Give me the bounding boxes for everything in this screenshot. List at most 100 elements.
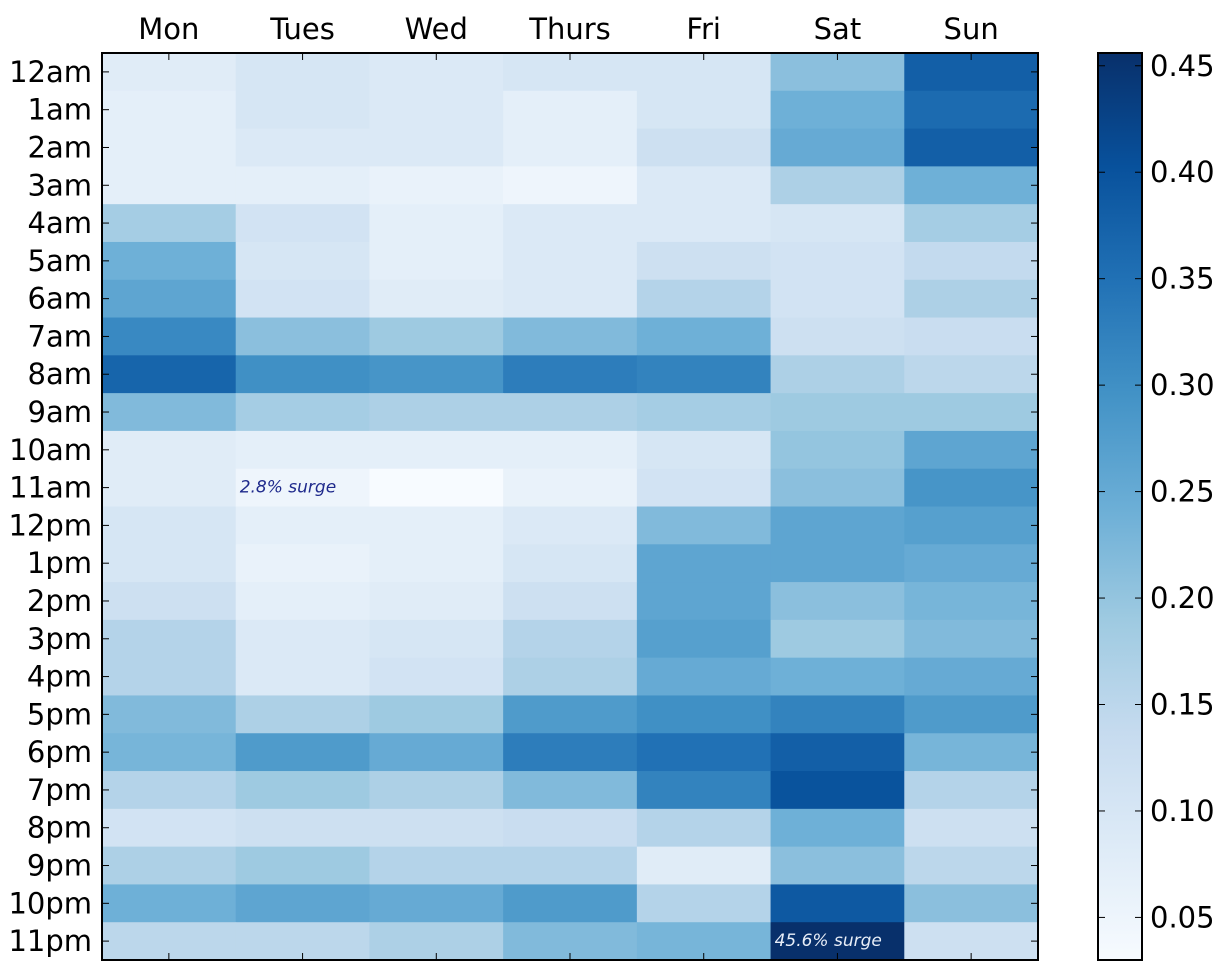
heatmap-cell (503, 733, 638, 772)
heatmap-cell (904, 582, 1039, 621)
heatmap-cell (235, 846, 370, 885)
heatmap-cell (503, 90, 638, 130)
heatmap-cell (369, 468, 504, 507)
row-label: 5am (28, 244, 92, 278)
heatmap-cell (636, 771, 772, 810)
heatmap-cell (369, 657, 504, 696)
heatmap-cell (102, 393, 237, 432)
row-label: 11am (9, 471, 92, 505)
heatmap-cell (770, 166, 905, 205)
heatmap-cell (235, 430, 370, 470)
heatmap-cell (369, 544, 504, 583)
heatmap-cell (369, 619, 504, 659)
heatmap-cell (904, 657, 1039, 696)
row-label: 2am (28, 130, 92, 164)
heatmap-cell (503, 619, 638, 659)
heatmap-cell (636, 279, 772, 319)
heatmap-cell (102, 657, 237, 696)
heatmap-cell (369, 506, 504, 545)
row-label: 3am (28, 168, 92, 202)
heatmap-cell (235, 241, 370, 281)
heatmap-cell (904, 619, 1039, 659)
heatmap-cell (369, 733, 504, 772)
heatmap-cell (904, 204, 1039, 243)
heatmap-cell (369, 241, 504, 281)
heatmap-cell (235, 506, 370, 545)
colorbar-tick-label: 0.45 (1150, 49, 1215, 83)
heatmap-cell (636, 166, 772, 205)
row-label: 12pm (8, 508, 92, 542)
heatmap-cell (503, 695, 638, 734)
heatmap-cell (102, 166, 237, 205)
row-labels: 12am1am2am3am4am5am6am7am8am9am10am11am1… (8, 55, 92, 958)
heatmap-cell (904, 279, 1039, 319)
heatmap-cell (369, 204, 504, 243)
heatmap-cell (369, 430, 504, 470)
heatmap-cell (235, 582, 370, 621)
row-label: 2pm (27, 584, 92, 618)
heatmap-cell (904, 506, 1039, 545)
heatmap-cell (636, 393, 772, 432)
heatmap-cell (235, 771, 370, 810)
heatmap-cell (770, 544, 905, 583)
heatmap-cell (102, 808, 237, 848)
heatmap-cell (636, 128, 772, 167)
heatmap-cell (904, 317, 1039, 356)
heatmap-cell (503, 657, 638, 696)
heatmap-cell (636, 544, 772, 583)
heatmap-cell (770, 393, 905, 432)
row-label: 3pm (27, 622, 92, 656)
heatmap-cell (636, 241, 772, 281)
heatmap-cell (369, 393, 504, 432)
row-label: 6am (28, 282, 92, 316)
heatmap-cell (503, 846, 638, 885)
heatmap-cell (369, 128, 504, 167)
heatmap-cell (102, 355, 237, 394)
heatmap-cell (369, 808, 504, 848)
heatmap-cell (235, 204, 370, 243)
heatmap-cell (503, 204, 638, 243)
annotation-label: 45.6% surge (775, 931, 882, 951)
heatmap-cell (235, 166, 370, 205)
heatmap-cell (102, 544, 237, 583)
row-label: 1am (28, 93, 92, 127)
heatmap-cell (102, 279, 237, 319)
row-label: 4am (28, 206, 92, 240)
colorbar-tick-label: 0.05 (1150, 900, 1215, 934)
colorbar-tick-label: 0.30 (1150, 368, 1215, 402)
heatmap-cell (503, 544, 638, 583)
row-label: 4pm (27, 660, 92, 694)
heatmap-cell (636, 619, 772, 659)
heatmap-cell (235, 393, 370, 432)
heatmap-cell (102, 317, 237, 356)
row-label: 7pm (27, 773, 92, 807)
colorbar-tick-label: 0.25 (1150, 475, 1215, 509)
heatmap-cell (636, 846, 772, 885)
heatmap-cell (369, 317, 504, 356)
heatmap-cell (770, 468, 905, 507)
column-label: Wed (405, 12, 468, 46)
heatmap-cell (503, 808, 638, 848)
heatmap-cell (503, 884, 638, 923)
row-label: 10am (9, 433, 92, 467)
heatmap-cell (369, 355, 504, 394)
heatmap-cell (369, 582, 504, 621)
row-label: 9am (28, 395, 92, 429)
heatmap-cell (102, 846, 237, 885)
heatmap-cell (503, 317, 638, 356)
row-label: 7am (28, 319, 92, 353)
heatmap-cell (770, 128, 905, 167)
heatmap-cell (904, 468, 1039, 507)
colorbar-tick-label: 0.10 (1150, 794, 1215, 828)
heatmap-cell (235, 90, 370, 130)
colorbar-tick-label: 0.40 (1150, 155, 1215, 189)
heatmap-cell (369, 166, 504, 205)
heatmap-cell (503, 241, 638, 281)
heatmap-cell (503, 582, 638, 621)
heatmap-cell (770, 733, 905, 772)
heatmap-cell (235, 468, 370, 507)
heatmap-cell (102, 241, 237, 281)
heatmap-cell (235, 544, 370, 583)
heatmap-cell (904, 393, 1039, 432)
